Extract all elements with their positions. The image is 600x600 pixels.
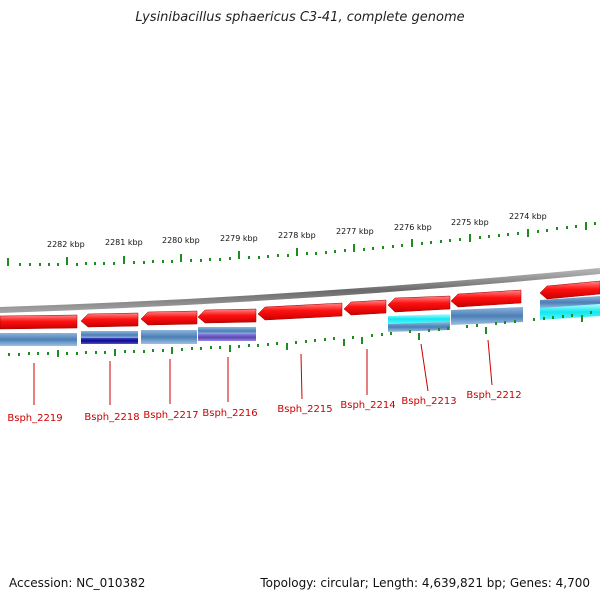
cds-arrow-bsph-2217[interactable] [140, 310, 198, 326]
inner-tick-row [8, 311, 592, 356]
cds-arrow-bsph-2214[interactable] [343, 299, 387, 316]
scale-label: 2276 kbp [394, 223, 432, 232]
scale-label: 2282 kbp [47, 240, 85, 249]
blast-hit [198, 327, 256, 335]
scale-label: 2274 kbp [509, 212, 547, 221]
blast-hit [388, 322, 450, 332]
gene-label-bsph-2218[interactable]: Bsph_2218 [84, 412, 139, 423]
inner-major-ticks [57, 315, 583, 357]
cds-arrow-bsph-2215[interactable] [257, 302, 343, 321]
cds-arrow-bsph-2212[interactable] [450, 289, 522, 308]
cds-arrow-bsph-2218[interactable] [80, 312, 139, 328]
blast-hit [451, 307, 523, 325]
blast-hit [540, 304, 600, 320]
gene-label-bsph-2216[interactable]: Bsph_2216 [202, 408, 257, 419]
cds-arrow-bsph-2213[interactable] [387, 295, 451, 313]
blast-hit [81, 338, 138, 344]
scale-label: 2277 kbp [336, 227, 374, 236]
cds-arrow-bsph-2216[interactable] [197, 308, 257, 324]
genome-summary-text: Topology: circular; Length: 4,639,821 bp… [260, 576, 590, 590]
cds-track [0, 280, 600, 330]
blast-hit [81, 331, 138, 339]
genome-backbone [0, 268, 600, 313]
blast-hit [388, 314, 450, 324]
gene-label-bsph-2217[interactable]: Bsph_2217 [143, 410, 198, 421]
scale-label: 2278 kbp [278, 231, 316, 240]
outer-tick-row [19, 222, 596, 266]
scale-label: 2275 kbp [451, 218, 489, 227]
blast-hit [198, 334, 256, 341]
gene-label-bsph-2214[interactable]: Bsph_2214 [340, 400, 395, 411]
outer-major-ticks [7, 222, 587, 266]
gene-label-bsph-2212[interactable]: Bsph_2212 [466, 390, 521, 401]
scale-label: 2279 kbp [220, 234, 258, 243]
blast-track [0, 296, 600, 346]
cds-arrow-bsph-2219[interactable] [0, 314, 78, 330]
gene-label-bsph-2215[interactable]: Bsph_2215 [277, 404, 332, 415]
scale-label: 2281 kbp [105, 238, 143, 247]
map-title: Lysinibacillus sphaericus C3-41, complet… [135, 10, 465, 25]
label-leaders [33, 339, 493, 405]
blast-hit [0, 333, 77, 346]
gene-label-bsph-2219[interactable]: Bsph_2219 [7, 413, 62, 424]
blast-hit [141, 330, 197, 344]
scale-label: 2280 kbp [162, 236, 200, 245]
accession-text: Accession: NC_010382 [9, 576, 146, 590]
gene-label-bsph-2213[interactable]: Bsph_2213 [401, 396, 456, 407]
cds-arrow-next[interactable] [539, 280, 600, 300]
